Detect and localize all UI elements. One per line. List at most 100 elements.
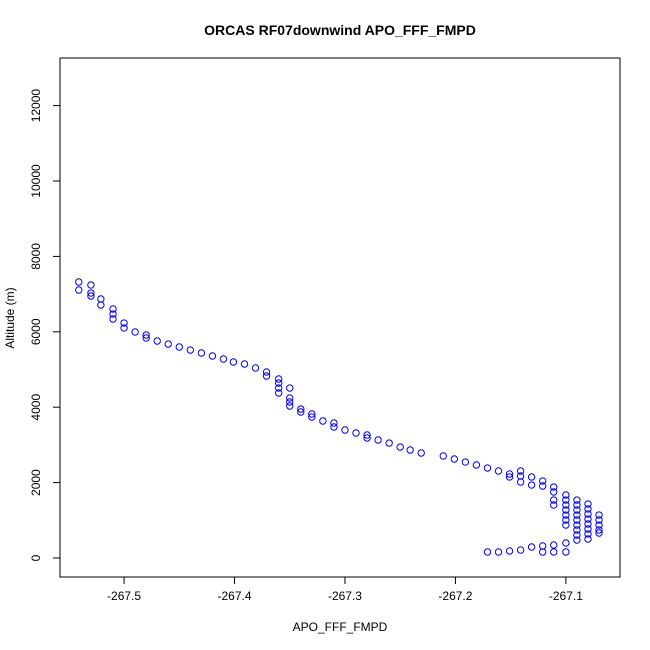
- point: [573, 511, 581, 519]
- point: [584, 505, 592, 513]
- point: [363, 431, 371, 439]
- point: [197, 349, 206, 357]
- point: [584, 510, 592, 518]
- point: [262, 368, 271, 376]
- point: [439, 452, 447, 460]
- point: [229, 358, 238, 366]
- point: [417, 449, 425, 457]
- plot-frame: [59, 57, 621, 578]
- point: [131, 328, 139, 336]
- point: [286, 394, 294, 402]
- point: [87, 281, 95, 289]
- point: [562, 539, 570, 547]
- point: [396, 443, 404, 451]
- point: [550, 483, 558, 491]
- point: [274, 384, 283, 392]
- point: [573, 516, 581, 524]
- point: [584, 530, 592, 538]
- x-axis-label: APO_FFF_FMPD: [293, 620, 388, 634]
- point: [406, 446, 414, 454]
- point: [274, 389, 283, 397]
- point: [562, 496, 570, 504]
- point: [483, 548, 492, 556]
- point: [595, 511, 603, 519]
- point: [516, 478, 525, 486]
- point: [308, 410, 316, 418]
- point: [562, 506, 570, 514]
- point: [573, 531, 581, 539]
- point: [584, 500, 592, 508]
- point: [516, 546, 525, 554]
- point: [450, 455, 459, 463]
- point: [527, 543, 536, 551]
- point: [550, 496, 558, 504]
- point: [538, 542, 547, 550]
- point: [595, 516, 603, 524]
- point: [461, 458, 470, 466]
- point: [595, 526, 603, 534]
- point: [573, 506, 581, 514]
- point: [573, 526, 581, 534]
- point: [573, 536, 581, 544]
- point: [219, 355, 228, 363]
- point: [527, 473, 536, 481]
- y-tick-label: 6000: [29, 318, 43, 345]
- point: [109, 305, 117, 313]
- point: [341, 426, 349, 434]
- point: [562, 516, 570, 524]
- point: [352, 429, 360, 437]
- point: [97, 295, 105, 303]
- point: [584, 535, 592, 543]
- point: [75, 286, 83, 294]
- point: [186, 346, 195, 354]
- point: [584, 525, 592, 533]
- point: [87, 292, 95, 300]
- point: [274, 379, 283, 387]
- point: [297, 405, 305, 413]
- point: [505, 547, 514, 555]
- point: [505, 470, 514, 478]
- point: [374, 436, 382, 444]
- point: [550, 548, 558, 556]
- point: [319, 417, 327, 425]
- x-tick-label: -267.2: [438, 589, 472, 603]
- point: [109, 310, 117, 318]
- point: [262, 372, 271, 380]
- point: [562, 511, 570, 519]
- y-tick-label: 0: [29, 554, 43, 561]
- point: [550, 488, 558, 496]
- point: [120, 324, 128, 332]
- y-tick-label: 2000: [29, 469, 43, 496]
- point: [240, 360, 249, 368]
- point: [550, 541, 558, 549]
- point: [538, 548, 547, 556]
- point: [385, 439, 393, 447]
- point: [363, 434, 371, 442]
- point: [573, 501, 581, 509]
- x-tick-label: -267.4: [218, 589, 252, 603]
- point: [538, 482, 547, 490]
- point: [483, 464, 492, 472]
- point: [550, 501, 558, 509]
- point: [120, 319, 128, 327]
- point: [208, 352, 217, 360]
- point: [538, 477, 547, 485]
- point: [142, 334, 150, 342]
- y-tick-label: 12000: [29, 89, 43, 123]
- point: [175, 343, 183, 351]
- point: [573, 496, 581, 504]
- x-tick-label: -267.1: [549, 589, 583, 603]
- point: [330, 423, 338, 431]
- point: [562, 521, 570, 529]
- point: [286, 384, 294, 392]
- x-tick-label: -267.3: [328, 589, 362, 603]
- x-tick-label: -267.5: [107, 589, 141, 603]
- point: [308, 413, 316, 421]
- y-tick-label: 8000: [29, 243, 43, 270]
- point: [142, 331, 150, 339]
- y-tick-label: 10000: [29, 164, 43, 198]
- point: [505, 473, 514, 481]
- point: [97, 301, 105, 309]
